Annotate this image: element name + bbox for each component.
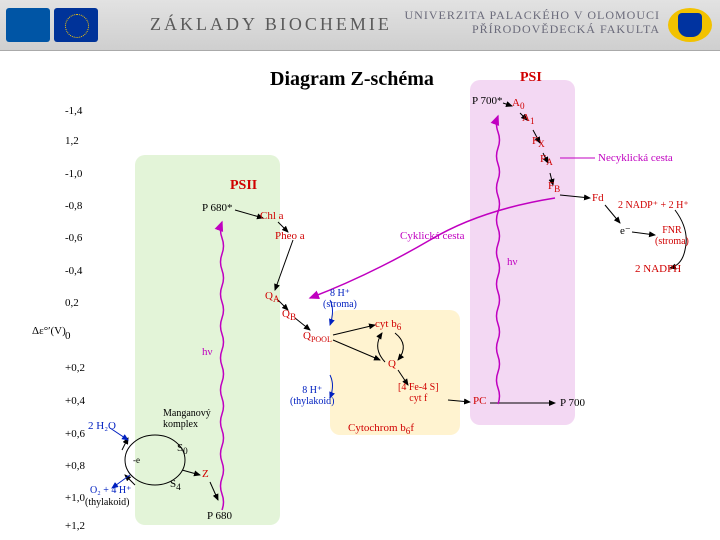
p680-star: P 680* xyxy=(202,202,232,214)
university-name: UNIVERZITA PALACKÉHO V OLOMOUCI PŘÍRODOV… xyxy=(405,8,661,36)
chla: Chl a xyxy=(260,210,284,222)
cyclic-path: Cyklická cesta xyxy=(400,230,464,242)
esf-logo xyxy=(6,8,50,42)
a1: A1 xyxy=(522,112,535,126)
svg-text:hν: hν xyxy=(507,256,518,268)
svg-text:hν: hν xyxy=(202,346,213,358)
z-scheme-diagram: Diagram Z-schéma Δε°′(V) -1,41,2-1,0-0,8… xyxy=(0,50,720,540)
fes-cytf: [4 Fe-4 S] cyt f xyxy=(398,382,439,404)
minus-e: -e xyxy=(133,455,140,465)
a0: A0 xyxy=(512,97,525,111)
s4: S4 xyxy=(170,478,181,492)
psi-label: PSI xyxy=(520,70,542,86)
h8-thylakoid: 8 H⁺ (thylakoid) xyxy=(290,385,334,407)
qpool: QPOOL xyxy=(303,330,332,344)
fb: FB xyxy=(548,180,560,194)
mn-complex: Manganový komplex xyxy=(163,408,211,430)
cytbf-title: Cytochrom b6f xyxy=(348,422,414,436)
fx: FX xyxy=(532,135,545,149)
o2: O₂ + 4 H⁺ xyxy=(90,485,131,496)
noncyclic-path: Necyklická cesta xyxy=(598,152,673,164)
shield-logo xyxy=(668,8,712,42)
fd: Fd xyxy=(592,192,604,204)
qb: QB xyxy=(282,308,296,322)
h2o: 2 H₂O xyxy=(88,420,116,432)
electron: e⁻ xyxy=(620,224,631,237)
thylakoid: (thylakoid) xyxy=(85,497,129,508)
p680: P 680 xyxy=(207,510,232,522)
z: Z xyxy=(202,468,209,480)
pheoa: Pheo a xyxy=(275,230,305,242)
fa: FA xyxy=(540,153,553,167)
pc: PC xyxy=(473,395,486,407)
nadp: 2 NADP⁺ + 2 H⁺ xyxy=(618,200,689,211)
arrows-layer: hν hν xyxy=(0,50,720,540)
eu-flag xyxy=(54,8,98,42)
psii-label: PSII xyxy=(230,178,257,194)
header-bar: ZÁKLADY BIOCHEMIE UNIVERZITA PALACKÉHO V… xyxy=(0,0,720,51)
fnr: FNR (stroma) xyxy=(655,225,689,247)
course-title: ZÁKLADY BIOCHEMIE xyxy=(150,14,392,35)
s0: S0 xyxy=(177,442,188,456)
nadph: 2 NADPH xyxy=(635,263,681,275)
qa: QA xyxy=(265,290,280,304)
q-label: Q xyxy=(388,358,396,370)
p700-star: P 700* xyxy=(472,95,502,107)
h8-stroma: 8 H⁺ (stroma) xyxy=(323,288,357,310)
p700: P 700 xyxy=(560,397,585,409)
cytb6: cyt b6 xyxy=(375,318,401,332)
